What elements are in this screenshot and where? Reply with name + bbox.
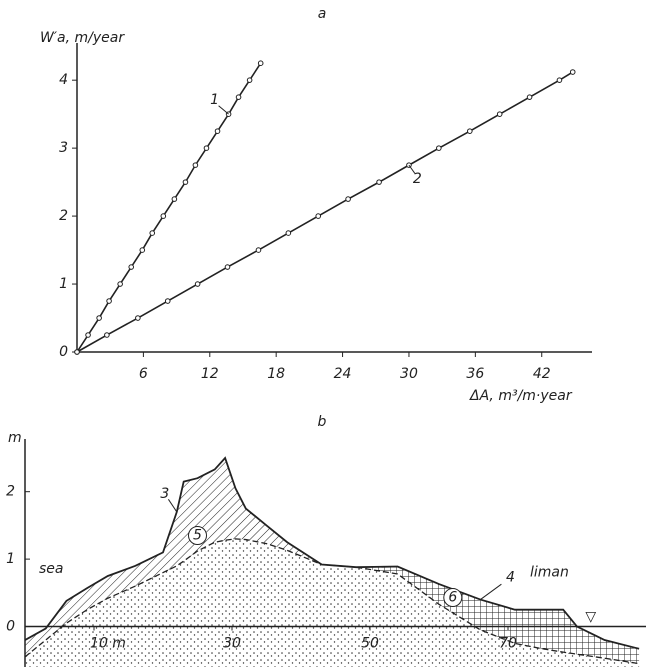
leader-line (480, 583, 502, 600)
data-point (376, 179, 382, 185)
y-tick-label: 1 (59, 276, 68, 292)
annotation-circle (443, 588, 463, 608)
x-tick-label: 10 m (90, 636, 126, 652)
chart-title: a (318, 6, 327, 22)
y-axis-label: W′a, m/year (40, 30, 125, 46)
x-tick-label: 30 (400, 366, 418, 382)
data-point (128, 264, 135, 270)
x-tick-label: 24 (334, 366, 352, 382)
data-point (569, 69, 576, 75)
x-tick-label: 18 (267, 366, 285, 382)
y-tick-label: 0 (59, 344, 68, 360)
data-point (160, 213, 167, 219)
y-axis-label: m (8, 430, 22, 446)
annotation: 6 (448, 590, 457, 606)
y-tick-label: 1 (6, 551, 15, 567)
y-tick-label: 0 (6, 619, 15, 635)
data-point (106, 298, 112, 304)
annotation: liman (530, 565, 569, 581)
y-tick-label: 2 (59, 208, 68, 224)
x-tick-label: 30 (223, 636, 241, 652)
data-point (192, 162, 199, 168)
profile-line (24, 456, 640, 650)
data-point (526, 94, 533, 100)
data-point (467, 128, 473, 134)
sand-fill (25, 538, 640, 667)
annotation: 5 (193, 528, 202, 544)
data-point (117, 281, 123, 287)
data-point (203, 145, 210, 151)
series-label: 4 (506, 570, 515, 586)
x-tick-label: 50 (361, 636, 379, 652)
data-point (556, 77, 563, 83)
data-point (315, 213, 322, 219)
x-tick-label: 42 (533, 366, 551, 382)
data-point (96, 315, 102, 321)
annotation: sea (39, 561, 64, 577)
data-point (182, 179, 189, 185)
data-point (436, 145, 442, 151)
profile-line (24, 538, 640, 665)
y-tick-label: 2 (6, 484, 15, 500)
data-line (76, 62, 262, 353)
y-tick-label: 4 (59, 72, 68, 88)
series-label: 1 (210, 92, 219, 108)
data-point (135, 315, 141, 321)
x-tick-label: 36 (466, 366, 484, 382)
chart-title: b (318, 414, 327, 430)
data-line (76, 71, 574, 353)
x-axis-label: ΔA, m³/m·year (469, 388, 573, 404)
series-label: 2 (413, 171, 422, 187)
data-point (255, 247, 262, 253)
leader-line (218, 105, 229, 115)
data-point (246, 77, 253, 83)
data-point (164, 298, 171, 304)
layer-fill (25, 457, 322, 657)
y-tick-label: 3 (59, 140, 68, 156)
data-point (74, 349, 80, 355)
data-point (496, 111, 503, 117)
data-point (224, 264, 231, 270)
data-point (171, 196, 178, 202)
data-point (139, 247, 146, 253)
annotation: ▽ (585, 609, 596, 625)
leader-line (408, 164, 416, 174)
data-point (149, 230, 156, 236)
data-point (85, 332, 91, 338)
x-tick-label: 6 (139, 366, 148, 382)
data-point (235, 94, 242, 100)
series-label: 3 (160, 486, 169, 502)
data-point (345, 196, 351, 202)
x-tick-label: 12 (201, 366, 219, 382)
data-point (194, 281, 201, 287)
data-point (214, 128, 221, 134)
leader-line (167, 499, 178, 513)
layer-fill (321, 564, 640, 664)
data-point (285, 230, 292, 236)
data-point (257, 60, 264, 66)
annotation-circle (188, 526, 207, 546)
data-point (104, 332, 110, 338)
